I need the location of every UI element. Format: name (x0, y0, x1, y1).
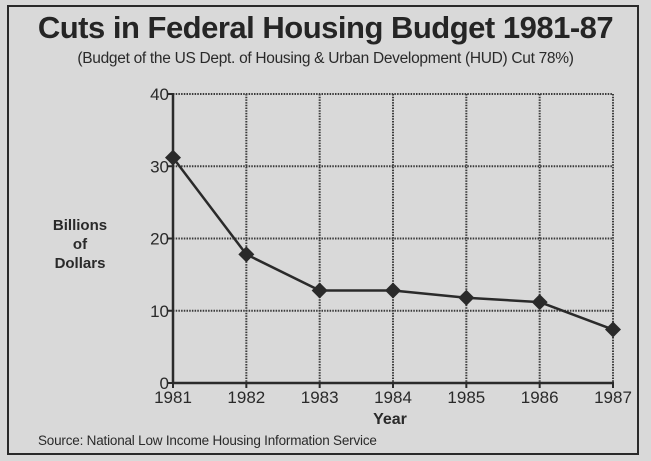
chart-subtitle: (Budget of the US Dept. of Housing & Urb… (77, 50, 574, 67)
data-point-marker (531, 294, 548, 311)
data-point-marker (458, 289, 475, 306)
y-tick-label: 0 (160, 374, 169, 393)
y-tick-label: 20 (150, 230, 169, 249)
x-tick-label: 1984 (374, 388, 412, 407)
data-point-marker (165, 149, 181, 166)
x-tick-label: 1985 (447, 388, 485, 407)
tick-labels: 0 10 20 30 40 1981 1982 1983 1984 1985 1986 1987 (150, 85, 632, 407)
x-tick-label: 1982 (227, 388, 265, 407)
y-axis-label-line: Dollars (54, 255, 106, 272)
y-tick-label: 40 (150, 85, 169, 104)
axes (168, 93, 614, 388)
y-tick-label: 30 (150, 157, 169, 176)
data-point-marker (311, 282, 328, 299)
chart-title: Cuts in Federal Housing Budget 1981-87 (37, 10, 614, 45)
data-point-marker (605, 321, 621, 338)
x-tick-label: 1987 (594, 388, 632, 407)
x-tick-label: 1983 (301, 388, 339, 407)
y-axis-label-line: of (72, 236, 88, 253)
y-tick-label: 10 (150, 302, 169, 321)
x-tick-label: 1981 (154, 388, 192, 407)
x-tick-label: 1986 (521, 388, 559, 407)
data-point-marker (385, 282, 401, 299)
y-axis-label-line: Billions (52, 217, 108, 234)
source-note: Source: National Low Income Housing Info… (38, 433, 377, 448)
chart-frame (7, 5, 639, 455)
x-axis-label: Year (373, 411, 407, 428)
data-point-marker (238, 246, 255, 263)
data-series (165, 149, 621, 338)
grid (173, 93, 614, 383)
y-axis-label: Billions of Dollars (40, 216, 120, 273)
